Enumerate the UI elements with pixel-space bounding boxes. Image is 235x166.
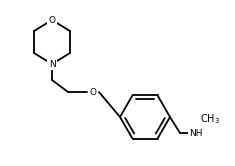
Text: O: O bbox=[90, 87, 97, 96]
Text: NH: NH bbox=[189, 128, 203, 137]
Text: N: N bbox=[49, 59, 55, 69]
Text: CH$_3$: CH$_3$ bbox=[200, 112, 220, 126]
Text: O: O bbox=[48, 15, 55, 25]
